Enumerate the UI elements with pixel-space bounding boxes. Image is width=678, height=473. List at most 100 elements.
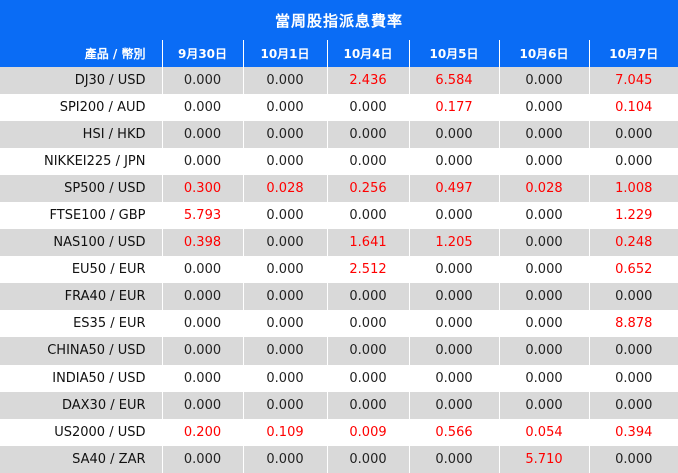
rate-cell: 0.000 [161,445,243,473]
rate-cell: 0.109 [242,418,327,446]
table-row: FTSE100 / GBP 5.793 0.000 0.000 0.000 0.000 1.… [0,202,678,230]
rate-cell: 0.000 [161,94,243,122]
rate-cell: 0.000 [498,121,589,149]
rate-cell: 0.000 [498,202,589,230]
rate-cell: 5.793 [161,202,243,230]
rate-cell: 1.229 [588,202,678,230]
rate-cell: 0.000 [242,202,327,230]
rate-cell: 0.000 [408,445,499,473]
rate-cell: 0.000 [161,148,243,176]
rate-cell: 0.000 [161,391,243,419]
rate-cell: 0.000 [498,364,589,392]
product-cell: NAS100 / USD [0,229,162,257]
rate-cell: 0.000 [242,337,327,365]
rate-cell: 0.300 [161,175,243,203]
product-cell: EU50 / EUR [0,256,162,284]
table-row: NAS100 / USD 0.398 0.000 1.641 1.205 0.000 0.2… [0,229,678,257]
rate-cell: 0.000 [242,67,327,95]
rate-cell: 0.000 [498,148,589,176]
table-row: SA40 / ZAR 0.000 0.000 0.000 0.000 5.710 0.000 [0,445,678,473]
rate-cell: 0.000 [588,283,678,311]
table-row: DAX30 / EUR 0.000 0.000 0.000 0.000 0.000 0.00… [0,391,678,419]
rate-cell: 0.000 [326,391,409,419]
rate-cell: 8.878 [588,310,678,338]
rate-cell: 0.000 [498,229,589,257]
column-header-date: 10月4日 [326,40,409,67]
rate-cell: 0.009 [326,418,409,446]
rate-cell: 0.000 [498,310,589,338]
product-cell: FTSE100 / GBP [0,202,162,230]
rate-cell: 0.000 [242,310,327,338]
table-row: CHINA50 / USD 0.000 0.000 0.000 0.000 0.000 0.… [0,337,678,365]
rate-cell: 0.000 [588,121,678,149]
rate-cell: 0.000 [588,364,678,392]
rate-cell: 0.000 [242,229,327,257]
rate-cell: 0.000 [242,148,327,176]
rate-cell: 0.000 [498,67,589,95]
column-header-product: 產品 / 幣別 [0,40,162,67]
rate-cell: 1.008 [588,175,678,203]
rate-cell: 0.000 [242,283,327,311]
product-cell: FRA40 / EUR [0,283,162,311]
rate-cell: 0.200 [161,418,243,446]
product-cell: INDIA50 / USD [0,364,162,392]
rate-cell: 0.000 [326,364,409,392]
rate-cell: 0.000 [242,256,327,284]
rate-cell: 1.205 [408,229,499,257]
rate-cell: 0.000 [161,67,243,95]
table-row: HSI / HKD 0.000 0.000 0.000 0.000 0.000 0.000 [0,121,678,149]
product-cell: CHINA50 / USD [0,337,162,365]
table-title: 當周股指派息費率 [0,0,678,40]
product-cell: US2000 / USD [0,418,162,446]
rate-cell: 0.000 [588,445,678,473]
rate-cell: 0.000 [498,94,589,122]
rate-cell: 0.248 [588,229,678,257]
rate-cell: 0.000 [242,391,327,419]
rate-cell: 0.028 [498,175,589,203]
rate-cell: 0.000 [326,148,409,176]
product-cell: NIKKEI225 / JPN [0,148,162,176]
rate-cell: 5.710 [498,445,589,473]
column-header-date: 10月7日 [588,40,678,67]
rate-cell: 0.000 [588,148,678,176]
rate-cell: 0.000 [498,256,589,284]
rate-cell: 0.104 [588,94,678,122]
column-header-date: 10月1日 [242,40,327,67]
rate-cell: 0.000 [161,364,243,392]
rate-cell: 6.584 [408,67,499,95]
product-cell: SA40 / ZAR [0,445,162,473]
table-row: EU50 / EUR 0.000 0.000 2.512 0.000 0.000 0.652 [0,256,678,284]
product-cell: SP500 / USD [0,175,162,203]
product-cell: DJ30 / USD [0,67,162,95]
rate-cell: 0.000 [242,364,327,392]
rate-cell: 0.054 [498,418,589,446]
table-row: US2000 / USD 0.200 0.109 0.009 0.566 0.054 0.3… [0,418,678,446]
rate-cell: 0.000 [498,283,589,311]
rate-cell: 0.000 [326,283,409,311]
table-body: DJ30 / USD 0.000 0.000 2.436 6.584 0.000 7.045… [0,67,678,473]
rate-cell: 0.000 [326,310,409,338]
rate-cell: 1.641 [326,229,409,257]
rate-cell: 0.000 [161,283,243,311]
table-row: INDIA50 / USD 0.000 0.000 0.000 0.000 0.000 0.… [0,364,678,392]
rate-cell: 0.000 [408,391,499,419]
rate-cell: 0.000 [408,364,499,392]
rate-cell: 0.000 [242,445,327,473]
rate-cell: 0.000 [408,121,499,149]
rate-cell: 0.000 [588,337,678,365]
rate-cell: 0.000 [408,202,499,230]
rate-cell: 0.000 [408,310,499,338]
rate-cell: 0.000 [408,283,499,311]
table-row: SPI200 / AUD 0.000 0.000 0.000 0.177 0.000 0.1… [0,94,678,122]
rate-cell: 0.177 [408,94,499,122]
rate-cell: 0.652 [588,256,678,284]
column-header-date: 9月30日 [161,40,243,67]
rate-cell: 0.000 [242,121,327,149]
rate-cell: 2.436 [326,67,409,95]
rate-cell: 0.000 [242,94,327,122]
rate-cell: 0.000 [498,391,589,419]
rate-cell: 0.000 [161,310,243,338]
rate-cell: 0.000 [326,445,409,473]
rate-cell: 0.000 [408,148,499,176]
rate-cell: 0.000 [161,256,243,284]
